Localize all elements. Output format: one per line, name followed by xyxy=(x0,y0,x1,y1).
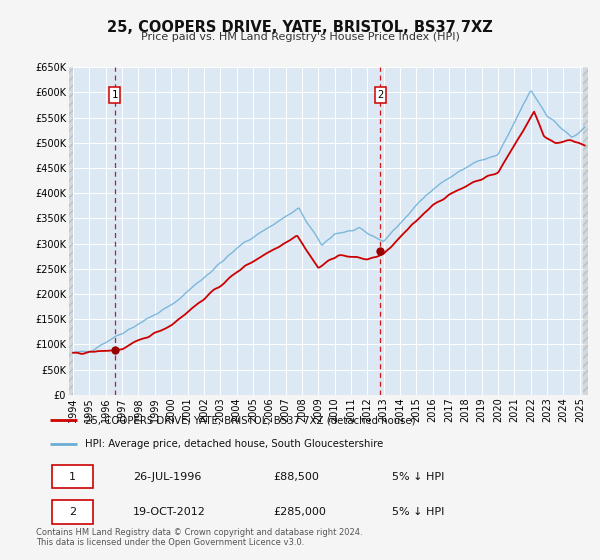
FancyBboxPatch shape xyxy=(52,465,92,488)
Text: Contains HM Land Registry data © Crown copyright and database right 2024.: Contains HM Land Registry data © Crown c… xyxy=(36,528,362,536)
Bar xyxy=(583,67,588,395)
Text: 25, COOPERS DRIVE, YATE, BRISTOL, BS37 7XZ (detached house): 25, COOPERS DRIVE, YATE, BRISTOL, BS37 7… xyxy=(85,415,415,425)
Text: This data is licensed under the Open Government Licence v3.0.: This data is licensed under the Open Gov… xyxy=(36,538,304,547)
Bar xyxy=(69,67,73,395)
Text: 5% ↓ HPI: 5% ↓ HPI xyxy=(392,472,445,482)
Text: 2: 2 xyxy=(69,507,76,517)
FancyBboxPatch shape xyxy=(52,501,92,524)
Text: £88,500: £88,500 xyxy=(274,472,319,482)
Text: £285,000: £285,000 xyxy=(274,507,326,517)
Text: 26-JUL-1996: 26-JUL-1996 xyxy=(133,472,202,482)
Text: Price paid vs. HM Land Registry's House Price Index (HPI): Price paid vs. HM Land Registry's House … xyxy=(140,32,460,43)
Text: 2: 2 xyxy=(377,90,383,100)
Text: HPI: Average price, detached house, South Gloucestershire: HPI: Average price, detached house, Sout… xyxy=(85,439,383,449)
Text: 5% ↓ HPI: 5% ↓ HPI xyxy=(392,507,445,517)
Text: 1: 1 xyxy=(69,472,76,482)
Text: 1: 1 xyxy=(112,90,118,100)
Text: 19-OCT-2012: 19-OCT-2012 xyxy=(133,507,206,517)
Text: 25, COOPERS DRIVE, YATE, BRISTOL, BS37 7XZ: 25, COOPERS DRIVE, YATE, BRISTOL, BS37 7… xyxy=(107,20,493,35)
